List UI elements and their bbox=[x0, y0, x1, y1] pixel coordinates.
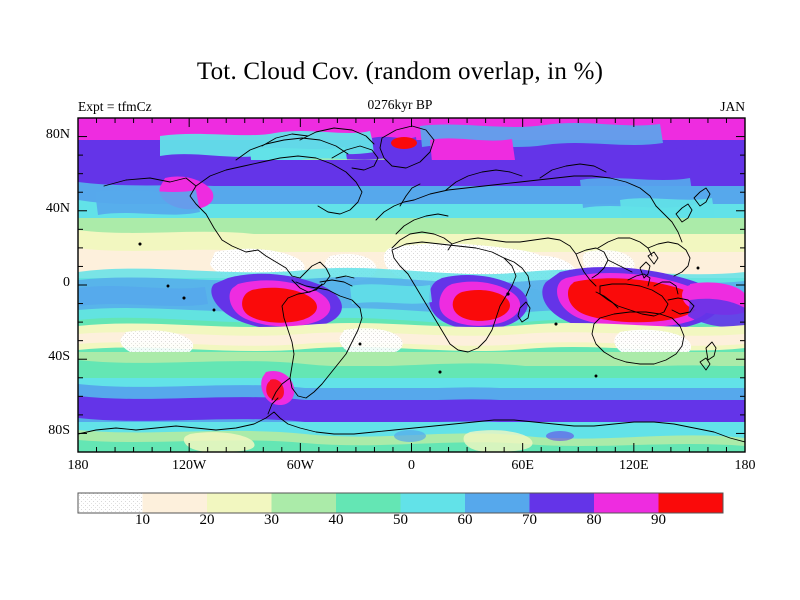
colorbar-band bbox=[465, 493, 530, 513]
colorbar-band bbox=[529, 493, 594, 513]
colorbar-tick-label: 80 bbox=[586, 512, 602, 528]
y-tick-label: 40N bbox=[45, 200, 70, 216]
colorbar-tick-label: 10 bbox=[135, 512, 150, 528]
x-tick-label: 0 bbox=[408, 458, 415, 473]
colorbar-band bbox=[336, 493, 401, 513]
colorbar-band bbox=[400, 493, 465, 513]
colorbar-band bbox=[658, 493, 723, 513]
colorbar-band bbox=[271, 493, 336, 513]
time-period-label: 0276kyr BP bbox=[367, 97, 433, 112]
month-label: JAN bbox=[720, 99, 745, 114]
x-tick-label: 120E bbox=[619, 458, 649, 473]
colorbar-tick-label: 40 bbox=[328, 512, 344, 528]
colorbar-band bbox=[142, 493, 207, 513]
page-title: Tot. Cloud Cov. (random overlap, in %) bbox=[196, 58, 604, 85]
colorbar bbox=[77, 492, 724, 514]
colorbar-tick-label: 30 bbox=[264, 512, 279, 528]
colorbar-band bbox=[78, 493, 143, 513]
y-tick-label: 0 bbox=[63, 275, 70, 290]
y-tick-label: 80N bbox=[45, 126, 70, 142]
colorbar-tick-label: 20 bbox=[199, 512, 215, 528]
axis-ticks bbox=[77, 117, 746, 453]
y-tick-label: 40S bbox=[48, 349, 70, 365]
y-tick-label: 80S bbox=[48, 423, 70, 439]
colorbar-band bbox=[207, 493, 272, 513]
x-tick-label: 60E bbox=[511, 458, 534, 473]
plot-frame bbox=[77, 117, 746, 453]
x-tick-label: 180 bbox=[67, 458, 89, 473]
experiment-label: Expt = tfmCz bbox=[78, 99, 152, 114]
colorbar-tick-label: 70 bbox=[522, 512, 537, 528]
coastline-overlay bbox=[78, 125, 745, 443]
colorbar-tick-label: 90 bbox=[651, 512, 666, 528]
colorbar-band bbox=[594, 493, 659, 513]
colorbar-tick-label: 50 bbox=[393, 512, 408, 528]
x-tick-label: 120W bbox=[172, 458, 207, 473]
x-tick-label: 180 bbox=[734, 458, 756, 473]
colorbar-tick-label: 60 bbox=[457, 512, 473, 528]
x-tick-label: 60W bbox=[286, 458, 314, 473]
